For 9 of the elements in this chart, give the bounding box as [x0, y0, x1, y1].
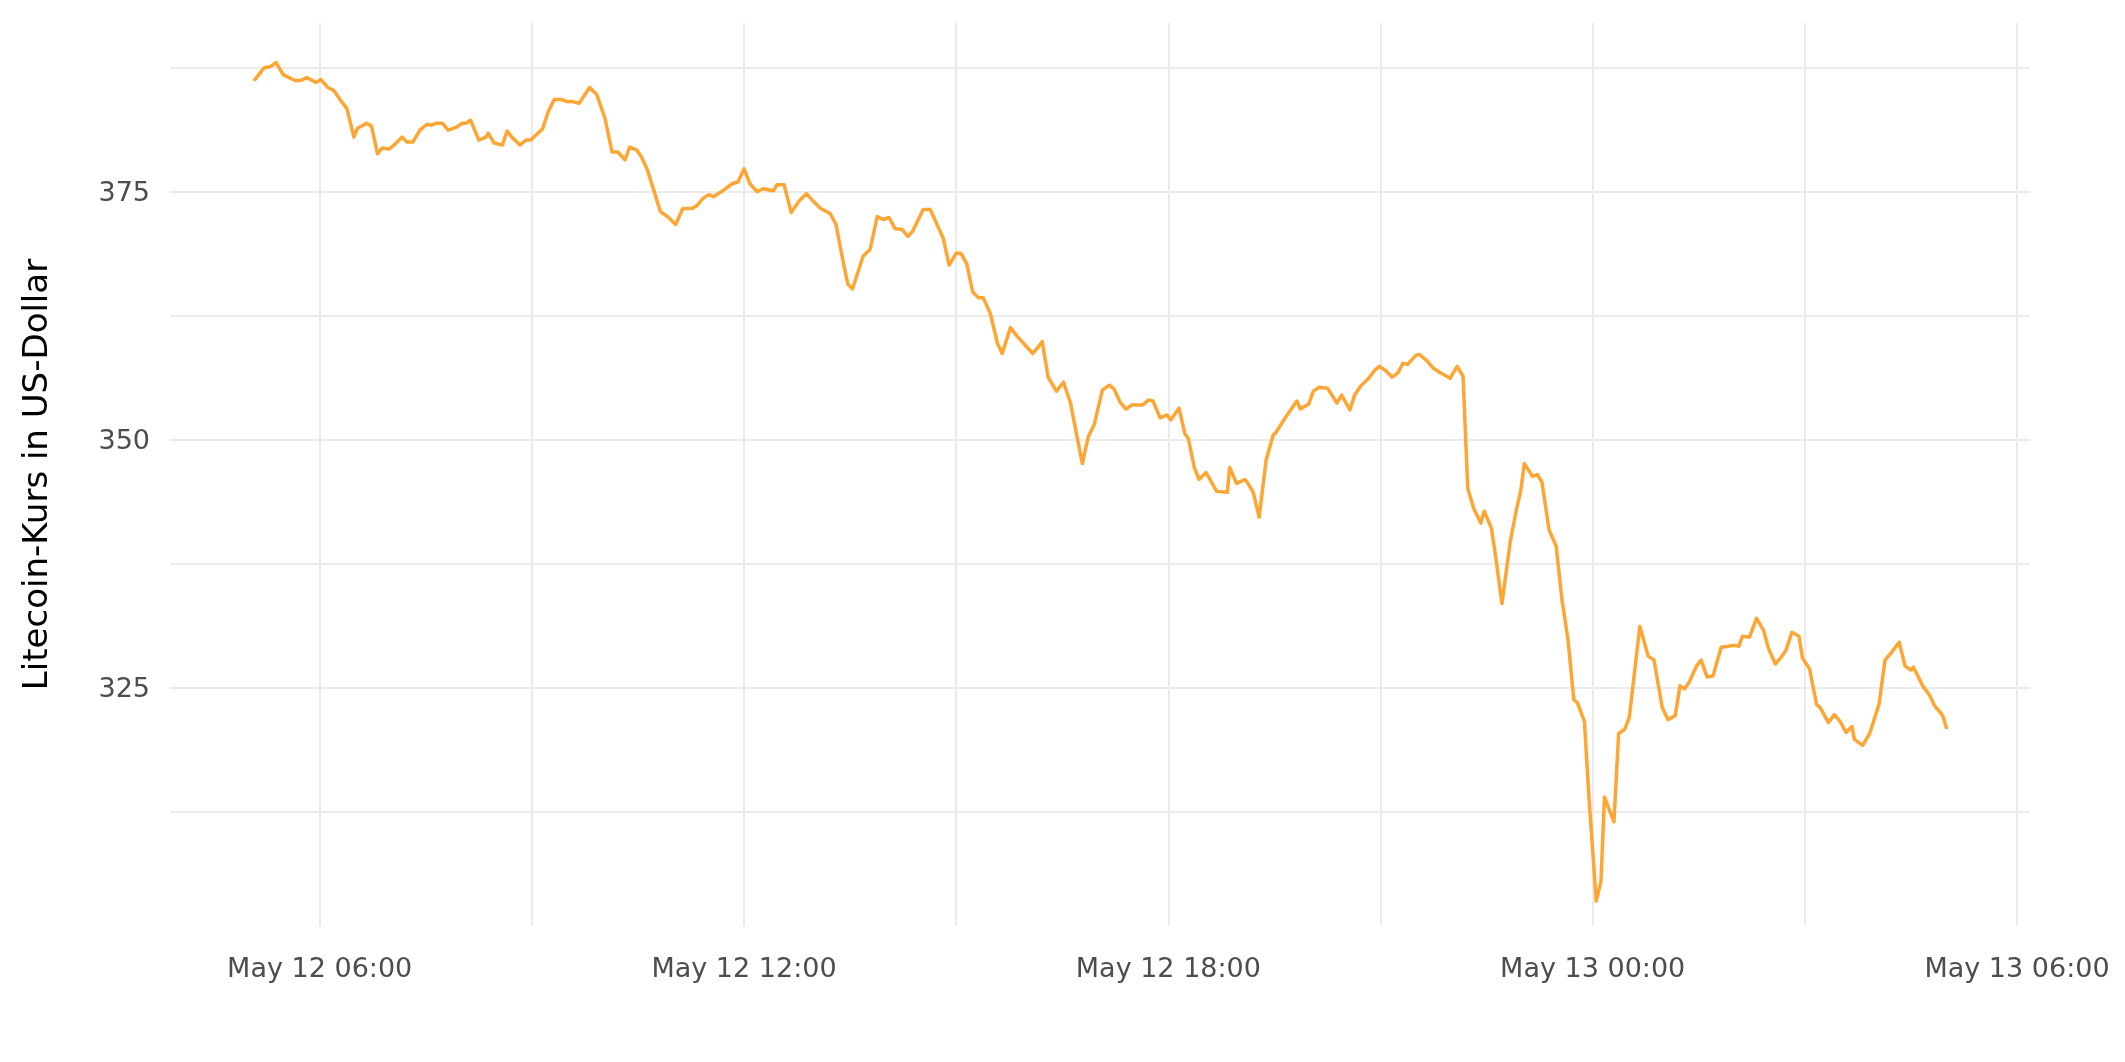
- y-tick-label: 350: [98, 424, 150, 456]
- x-tick-label: May 12 12:00: [651, 952, 837, 983]
- y-tick-label: 325: [98, 672, 150, 704]
- y-axis-title: Litecoin-Kurs in US-Dollar: [15, 258, 55, 691]
- x-tick-label: May 13 06:00: [1924, 952, 2110, 983]
- x-tick-label: May 12 06:00: [227, 952, 413, 983]
- x-tick-label: May 13 00:00: [1500, 952, 1686, 983]
- x-tick-label: May 12 18:00: [1075, 952, 1261, 983]
- y-tick-label: 375: [98, 176, 150, 208]
